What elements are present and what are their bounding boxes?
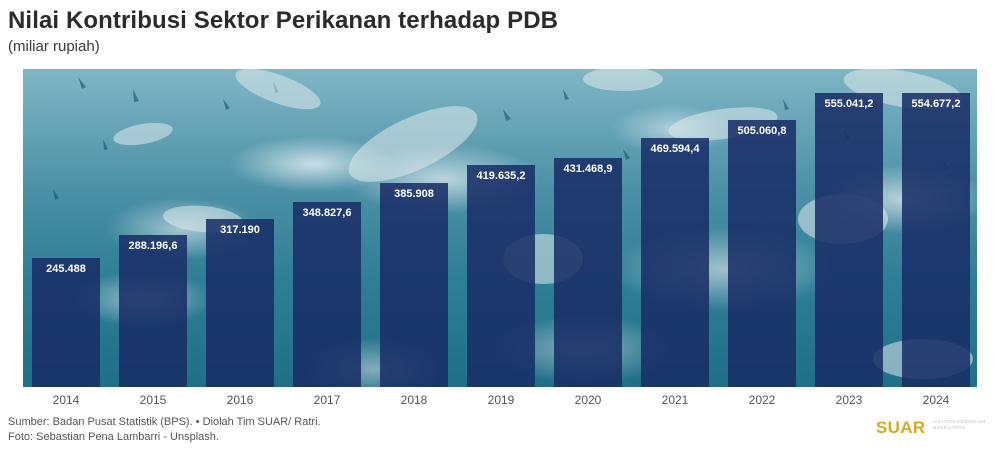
bar-value-label: 555.041,2 (824, 98, 874, 110)
bar-value-label: 288.196,6 (128, 240, 178, 252)
bar-value-label: 317.190 (220, 224, 260, 236)
bar-2018: 385.908 (380, 183, 448, 387)
suar-logo: SUAR (876, 418, 926, 437)
bar-2022: 505.060,8 (728, 120, 796, 387)
bar-2014: 245.488 (32, 258, 100, 387)
logo-tagline: SOLUTION JOURNALISM & EXECUTIVES (933, 419, 985, 431)
logo-tagline-line1: SOLUTION JOURNALISM (933, 419, 986, 424)
bar-2015: 288.196,6 (119, 235, 187, 387)
bar-2017: 348.827,6 (293, 202, 361, 387)
bar-value-label: 419.635,2 (476, 170, 526, 182)
bar-2024: 554.677,2 (902, 93, 970, 387)
plot-area: 245.488 288.196,6 317.190 348.827,6 385.… (23, 69, 977, 387)
x-axis-tick: 2023 (835, 393, 863, 407)
x-axis-tick: 2014 (52, 393, 80, 407)
bar-2021: 469.594,4 (641, 138, 709, 387)
bar-value-label: 348.827,6 (302, 207, 352, 219)
chart-subtitle: (miliar rupiah) (8, 38, 100, 55)
x-axis-tick: 2017 (313, 393, 341, 407)
source-text: Sumber: Badan Pusat Statistik (BPS). • D… (8, 416, 321, 428)
bar-value-label: 505.060,8 (737, 125, 787, 137)
x-axis-tick: 2020 (574, 393, 602, 407)
bar-value-label: 554.677,2 (911, 98, 961, 110)
bar-2023: 555.041,2 (815, 93, 883, 387)
x-axis-tick: 2024 (922, 393, 950, 407)
logo-tagline-line2: & EXECUTIVES (933, 425, 966, 430)
x-axis-tick: 2021 (661, 393, 689, 407)
bar-2020: 431.468,9 (554, 158, 622, 387)
bar-value-label: 385.908 (394, 188, 434, 200)
bar-value-label: 431.468,9 (563, 163, 613, 175)
bar-value-label: 245.488 (46, 263, 86, 275)
x-axis-tick: 2019 (487, 393, 515, 407)
bar-value-label: 469.594,4 (650, 143, 700, 155)
x-axis-tick: 2016 (226, 393, 254, 407)
source-note: Sumber: Badan Pusat Statistik (BPS). • D… (8, 415, 321, 445)
x-axis-tick: 2015 (139, 393, 167, 407)
x-axis-tick: 2022 (748, 393, 776, 407)
photo-credit: Foto: Sebastian Pena Lambarri - Unsplash… (8, 431, 219, 443)
bar-2019: 419.635,2 (467, 165, 535, 387)
bar-2016: 317.190 (206, 219, 274, 387)
x-axis-tick: 2018 (400, 393, 428, 407)
chart-title: Nilai Kontribusi Sektor Perikanan terhad… (8, 7, 559, 34)
